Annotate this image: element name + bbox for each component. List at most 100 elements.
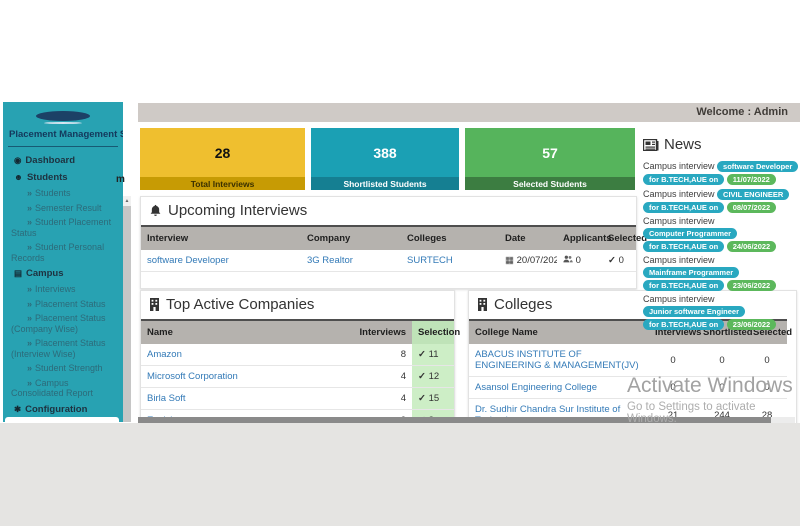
sidebar-item[interactable]: » Semester Result: [3, 201, 123, 216]
shortlisted-count: 0: [697, 344, 747, 377]
sidebar-item-icon: »: [27, 217, 33, 227]
table-row: ABACUS INSTITUTE OF ENGINEERING & MANAGE…: [469, 344, 787, 377]
job-title-badge: Mainframe Programmer: [643, 267, 740, 278]
job-title-badge: software Developer: [717, 161, 799, 172]
interviews-count: 0: [649, 376, 697, 399]
sidebar: Placement Management Syste ◉Dashboard ☻S…: [3, 102, 123, 422]
table-row: software Developer 3G Realtor SURTECH ▦ …: [141, 250, 636, 272]
sidebar-item[interactable]: ◉ Dashboard: [3, 152, 123, 169]
selection-count: 12: [428, 371, 440, 382]
building-icon: [478, 298, 487, 311]
sidebar-item[interactable]: ☻ Students: [3, 169, 123, 186]
col-college-name: College Name: [469, 319, 649, 344]
course-badge: for B.TECH,AUE on: [643, 174, 725, 185]
course-badge: for B.TECH,AUE on: [643, 241, 725, 252]
sidebar-item[interactable]: » Campus Consolidated Report: [3, 376, 123, 401]
selected-count: 0: [747, 344, 787, 377]
interview-link[interactable]: software Developer: [147, 255, 229, 266]
sidebar-item[interactable]: » Students: [3, 186, 123, 201]
sidebar-item-icon: »: [27, 377, 33, 388]
sidebar-item-icon: »: [27, 202, 33, 213]
selected-count: 0: [747, 376, 787, 399]
building-icon: [150, 298, 159, 311]
news-item: Campus interview Junior software Enginee…: [643, 294, 799, 331]
table-row: Microsoft Corporation 4 ✓ 12: [141, 365, 454, 388]
news-prefix: Campus interview: [643, 294, 715, 304]
panel-title: Colleges: [494, 296, 553, 313]
news-prefix: Campus interview: [643, 189, 715, 199]
sidebar-item[interactable]: ▤ Campus: [3, 265, 123, 282]
job-title-badge: Junior software Engineer: [643, 306, 746, 317]
newspaper-icon: [643, 138, 659, 151]
sidebar-item-label: Student Strength: [35, 363, 103, 373]
sidebar-item-label: Semester Result: [35, 202, 102, 213]
col-selection: Selection: [412, 319, 460, 344]
sidebar-item[interactable]: » Placement Status (Interview Wise): [3, 336, 123, 361]
company-link[interactable]: Microsoft Corporation: [147, 371, 238, 382]
sidebar-item-icon: ☻: [14, 172, 23, 182]
upcoming-interviews-table: Interview Company Colleges Date Applican…: [141, 225, 647, 272]
stat-label: Total Interviews: [140, 177, 305, 190]
table-header-row: Interview Company Colleges Date Applican…: [141, 225, 647, 250]
company-link[interactable]: 3G Realtor: [307, 255, 353, 266]
news-prefix: Campus interview: [643, 216, 715, 226]
table-header-row: Name Interviews Selection: [141, 319, 460, 344]
sidebar-item-icon: »: [27, 284, 33, 294]
date-badge: 23/06/2022: [726, 280, 777, 291]
sidebar-scrollbar-thumb[interactable]: [123, 206, 131, 422]
table-row: Birla Soft 4 ✓ 15: [141, 387, 454, 410]
col-company: Company: [301, 225, 401, 250]
main-content: 28 Total Interviews 388 Shortlisted Stud…: [138, 122, 800, 423]
horizontal-scrollbar[interactable]: [138, 417, 795, 423]
panel-heading: Upcoming Interviews: [141, 197, 636, 225]
calendar-icon: ▦: [505, 255, 514, 266]
college-link[interactable]: Asansol Engineering College: [475, 382, 597, 393]
sidebar-item[interactable]: » Interviews: [3, 282, 123, 297]
shortlisted-count: 0: [697, 376, 747, 399]
stat-value: 57: [542, 144, 558, 161]
text-fragment: m: [116, 174, 125, 185]
stat-value: 28: [214, 144, 231, 161]
scroll-up-icon[interactable]: ▲: [123, 196, 131, 206]
sidebar-item[interactable]: » Placement Status (Company Wise): [3, 311, 123, 336]
sidebar-item[interactable]: » Placement Status: [3, 297, 123, 312]
panel-title: Top Active Companies: [166, 296, 315, 313]
sidebar-item-icon: »: [27, 298, 33, 309]
company-link[interactable]: Birla Soft: [147, 393, 186, 404]
course-badge: for B.TECH,AUE on: [643, 319, 725, 330]
sidebar-item-label: Placement Status (Interview Wise): [11, 338, 106, 359]
course-badge: for B.TECH,AUE on: [643, 280, 725, 291]
stat-value: 388: [373, 144, 397, 161]
col-date: Date: [499, 225, 557, 250]
col-selected: Selected: [602, 225, 647, 250]
check-icon: ✓: [608, 255, 616, 266]
horizontal-scrollbar-thumb[interactable]: [138, 417, 771, 423]
selected-count: 0: [618, 255, 624, 266]
company-link[interactable]: Amazon: [147, 349, 182, 360]
interview-date: 20/07/2022: [516, 255, 557, 266]
sidebar-item[interactable]: » Student Placement Status: [3, 215, 123, 240]
sidebar-item-label: Interviews: [35, 284, 76, 294]
interviews-count: 0: [649, 344, 697, 377]
course-badge: for B.TECH,AUE on: [643, 202, 725, 213]
sidebar-item[interactable]: » Student Strength: [3, 361, 123, 376]
news-item: Campus interview Computer Programmer for…: [643, 216, 799, 253]
interviews-count: 4: [352, 387, 412, 410]
sidebar-item[interactable]: ✱ Configuration: [3, 401, 123, 418]
stat-label: Selected Students: [465, 177, 635, 190]
sidebar-item-icon: »: [27, 242, 33, 252]
top-companies-table: Name Interviews Selection Amazon 8 ✓ 11 …: [141, 319, 460, 423]
college-link[interactable]: ABACUS INSTITUTE OF ENGINEERING & MANAGE…: [475, 349, 639, 371]
college-link[interactable]: SURTECH: [407, 255, 453, 266]
sidebar-item-icon: »: [27, 363, 33, 373]
date-badge: 11/07/2022: [726, 174, 776, 185]
sidebar-item-icon: »: [27, 313, 33, 323]
sidebar-scrollbar[interactable]: ▲: [123, 196, 131, 422]
col-interviews: Interviews: [352, 319, 412, 344]
job-title-badge: CIVIL ENGINEER: [717, 189, 790, 200]
sidebar-item[interactable]: » Student Personal Records: [3, 240, 123, 265]
stat-label: Shortlisted Students: [311, 177, 459, 190]
top-companies-panel: Top Active Companies Name Interviews Sel…: [140, 290, 460, 423]
sidebar-item-label: Placement Status (Company Wise): [11, 313, 106, 334]
